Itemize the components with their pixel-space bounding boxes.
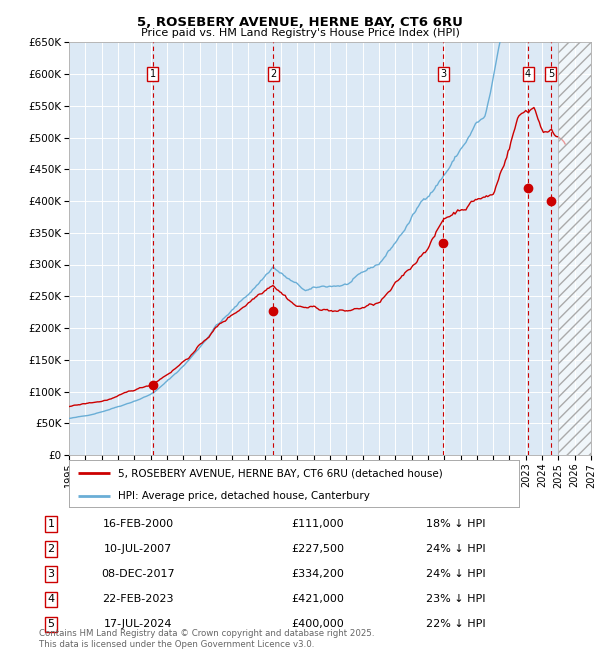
Text: 1: 1 — [47, 519, 55, 529]
Text: 3: 3 — [47, 569, 55, 579]
Text: 08-DEC-2017: 08-DEC-2017 — [101, 569, 175, 579]
Text: 2: 2 — [47, 544, 55, 554]
Text: 5, ROSEBERY AVENUE, HERNE BAY, CT6 6RU: 5, ROSEBERY AVENUE, HERNE BAY, CT6 6RU — [137, 16, 463, 29]
Text: £400,000: £400,000 — [292, 619, 344, 629]
Text: 2: 2 — [270, 69, 277, 79]
Text: 10-JUL-2007: 10-JUL-2007 — [104, 544, 172, 554]
Bar — [559, 42, 599, 455]
Text: 16-FEB-2000: 16-FEB-2000 — [103, 519, 173, 529]
Text: 22-FEB-2023: 22-FEB-2023 — [102, 594, 174, 604]
Text: HPI: Average price, detached house, Canterbury: HPI: Average price, detached house, Cant… — [119, 491, 370, 500]
Text: 5: 5 — [548, 69, 554, 79]
Text: £334,200: £334,200 — [292, 569, 344, 579]
Text: 17-JUL-2024: 17-JUL-2024 — [104, 619, 172, 629]
Text: 3: 3 — [440, 69, 446, 79]
Text: 5: 5 — [47, 619, 55, 629]
Text: 24% ↓ HPI: 24% ↓ HPI — [426, 544, 486, 554]
Text: £227,500: £227,500 — [292, 544, 344, 554]
Text: £111,000: £111,000 — [292, 519, 344, 529]
Text: Price paid vs. HM Land Registry's House Price Index (HPI): Price paid vs. HM Land Registry's House … — [140, 28, 460, 38]
Bar — [559, 42, 599, 455]
Text: 4: 4 — [525, 69, 531, 79]
Text: 23% ↓ HPI: 23% ↓ HPI — [426, 594, 486, 604]
Text: 18% ↓ HPI: 18% ↓ HPI — [426, 519, 486, 529]
Text: 1: 1 — [149, 69, 155, 79]
Text: 5, ROSEBERY AVENUE, HERNE BAY, CT6 6RU (detached house): 5, ROSEBERY AVENUE, HERNE BAY, CT6 6RU (… — [119, 468, 443, 478]
Text: Contains HM Land Registry data © Crown copyright and database right 2025.
This d: Contains HM Land Registry data © Crown c… — [39, 629, 374, 649]
Text: £421,000: £421,000 — [292, 594, 344, 604]
Text: 4: 4 — [47, 594, 55, 604]
Text: 22% ↓ HPI: 22% ↓ HPI — [426, 619, 486, 629]
Text: 24% ↓ HPI: 24% ↓ HPI — [426, 569, 486, 579]
